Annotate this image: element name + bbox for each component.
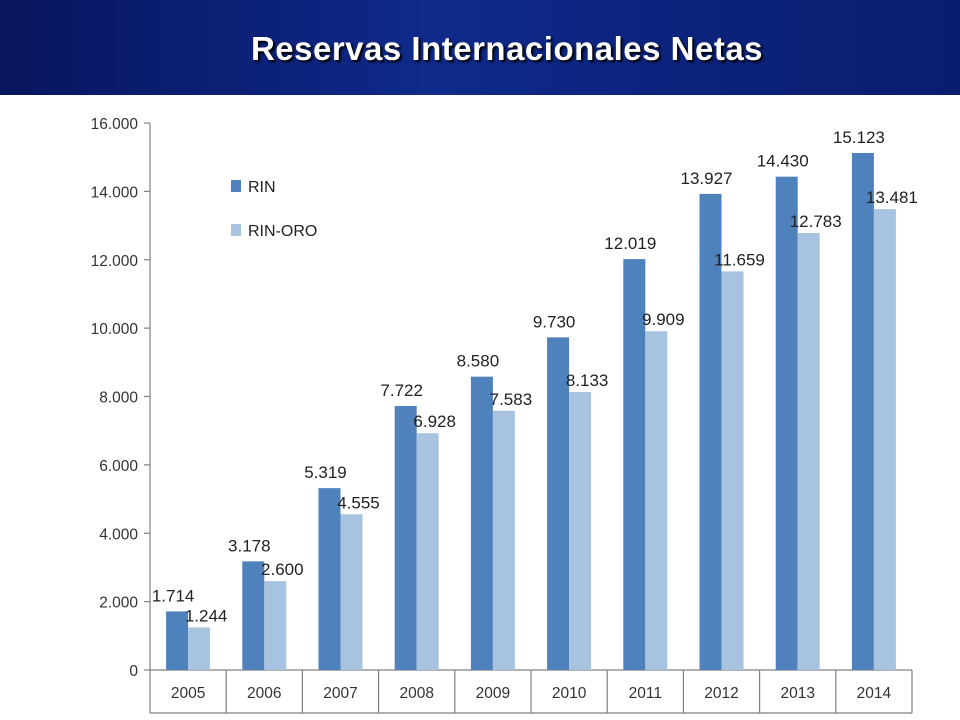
data-label: 8.133 [566, 371, 609, 390]
data-label: 12.783 [790, 212, 842, 231]
x-tick-label: 2014 [857, 685, 892, 702]
bars [166, 152, 896, 671]
y-tick-label: 0 [129, 663, 138, 680]
y-tick-label: 8.000 [99, 390, 138, 407]
bar-rin [851, 152, 874, 671]
y-tick-label: 16.000 [91, 116, 139, 133]
data-label: 14.430 [757, 152, 809, 171]
x-tick-label: 2013 [780, 685, 814, 702]
data-label: 4.555 [337, 493, 380, 512]
y-tick-label: 6.000 [99, 458, 138, 475]
x-tick-label: 2008 [399, 685, 433, 702]
x-tick-label: 2006 [247, 685, 281, 702]
bar-rin-oro [569, 391, 592, 670]
bar-rin [318, 488, 341, 670]
y-axis: 0 2.000 4.000 6.000 8.000 10.000 12.000 14.000 1… [91, 116, 151, 680]
data-label: 5.319 [304, 463, 347, 482]
legend-swatch-rin-oro [231, 224, 241, 236]
bar-rin-oro [645, 331, 668, 670]
data-label: 13.927 [681, 169, 733, 188]
x-tick-label: 2011 [629, 685, 662, 702]
data-label: 1.714 [152, 586, 195, 605]
bar-chart: 0 2.000 4.000 6.000 8.000 10.000 12.000 14.000 1… [91, 116, 918, 714]
bar-rin [623, 259, 646, 670]
bar-rin-oro [797, 232, 820, 670]
data-label: 8.580 [457, 352, 500, 371]
data-label: 12.019 [604, 234, 656, 253]
x-tick-label: 2007 [323, 685, 357, 702]
bar-rin [699, 193, 722, 670]
bar-rin [775, 176, 798, 670]
y-tick-label: 10.000 [91, 321, 139, 338]
data-label: 11.659 [714, 250, 765, 269]
x-tick-label: 2005 [171, 685, 205, 702]
x-tick-label: 2009 [476, 685, 510, 702]
data-label: 3.178 [228, 536, 271, 555]
legend-label: RIN [248, 179, 276, 196]
bar-rin-oro [416, 433, 439, 670]
data-label: 2.600 [261, 560, 304, 579]
bar-rin [470, 376, 493, 670]
bar-rin-oro [264, 581, 287, 670]
y-tick-label: 12.000 [91, 253, 139, 270]
legend-swatch-rin [231, 180, 241, 192]
bar-rin [166, 611, 189, 670]
bar-rin-oro [492, 410, 515, 670]
data-label: 7.583 [490, 390, 533, 409]
bar-rin-oro [340, 514, 363, 670]
bar-rin-oro [721, 271, 744, 670]
x-axis: 2005 2006 2007 2008 2009 2010 2011 2012 2013 2014 [149, 669, 913, 714]
data-label: 1.244 [185, 606, 228, 625]
bar-rin-oro [188, 627, 211, 670]
legend-label: RIN-ORO [248, 223, 317, 240]
data-label: 7.722 [380, 381, 423, 400]
x-tick-label: 2012 [704, 685, 738, 702]
data-label: 9.730 [533, 312, 576, 331]
data-label: 15.123 [833, 128, 885, 147]
y-tick-label: 14.000 [91, 184, 139, 201]
bar-rin [242, 561, 265, 670]
slide-title: Reservas Internacionales Netas [250, 30, 764, 67]
bar-rin [394, 406, 417, 670]
data-label: 9.909 [642, 310, 685, 329]
legend: RIN RIN-ORO [231, 179, 317, 240]
data-label: 13.481 [866, 188, 918, 207]
data-label: 6.928 [413, 412, 456, 431]
bar-rin [547, 337, 570, 670]
title-banner: Reservas Internacionales Netas [0, 0, 960, 95]
x-tick-label: 2010 [552, 685, 587, 702]
y-tick-label: 2.000 [99, 595, 138, 612]
bar-rin-oro [873, 209, 896, 670]
y-tick-label: 4.000 [99, 526, 138, 543]
